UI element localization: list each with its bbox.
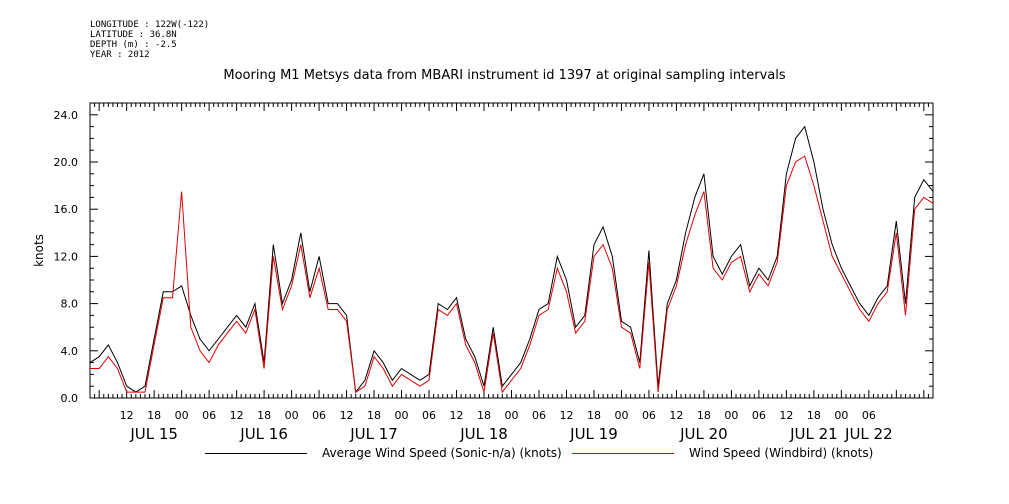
plot-frame bbox=[89, 102, 934, 399]
x-hour-label: 12 bbox=[340, 409, 354, 422]
x-hour-label: 00 bbox=[285, 409, 299, 422]
x-hour-label: 12 bbox=[120, 409, 134, 422]
x-day-label: JUL 20 bbox=[679, 425, 728, 443]
x-day-label: JUL 15 bbox=[129, 425, 178, 443]
x-hour-label: 12 bbox=[230, 409, 244, 422]
x-day-label: JUL 16 bbox=[239, 425, 288, 443]
x-day-label: JUL 22 bbox=[844, 425, 893, 443]
x-hour-label: 18 bbox=[477, 409, 491, 422]
x-hour-label: 00 bbox=[505, 409, 519, 422]
meta-depth: DEPTH (m) : -2.5 bbox=[90, 40, 177, 50]
metadata-block: LONGITUDE : 122W(-122) LATITUDE : 36.8N … bbox=[90, 20, 209, 60]
legend-windbird-label: Wind Speed (Windbird) (knots) bbox=[689, 446, 874, 460]
x-hour-label: 12 bbox=[559, 409, 573, 422]
x-hour-label: 06 bbox=[642, 409, 656, 422]
x-hour-label: 18 bbox=[257, 409, 271, 422]
chart-title: Mooring M1 Metsys data from MBARI instru… bbox=[223, 68, 786, 83]
legend-windbird-line bbox=[572, 453, 674, 454]
x-day-label: JUL 21 bbox=[789, 425, 838, 443]
y-tick-label: 12.0 bbox=[54, 250, 79, 263]
legend-average-line bbox=[205, 453, 307, 454]
meta-latitude: LATITUDE : 36.8N bbox=[90, 30, 177, 40]
x-hour-label: 18 bbox=[367, 409, 381, 422]
x-day-label: JUL 18 bbox=[459, 425, 508, 443]
x-hour-label: 18 bbox=[697, 409, 711, 422]
y-tick-label: 8.0 bbox=[61, 298, 79, 311]
x-hour-label: 00 bbox=[834, 409, 848, 422]
x-hour-label: 12 bbox=[669, 409, 683, 422]
meta-longitude: LONGITUDE : 122W(-122) bbox=[90, 20, 210, 30]
x-hour-label: 12 bbox=[450, 409, 464, 422]
y-axis-label: knots bbox=[32, 234, 46, 267]
legend-average-label: Average Wind Speed (Sonic-n/a) (knots) bbox=[322, 446, 562, 460]
x-hour-label: 06 bbox=[752, 409, 766, 422]
x-hour-label: 06 bbox=[312, 409, 326, 422]
x-hour-label: 06 bbox=[862, 409, 876, 422]
x-hour-label: 00 bbox=[614, 409, 628, 422]
series-windbird-line bbox=[90, 155, 934, 394]
x-day-label: JUL 19 bbox=[569, 425, 618, 443]
y-tick-label: 16.0 bbox=[54, 203, 79, 216]
meta-year: YEAR : 2012 bbox=[90, 50, 150, 60]
x-hour-label: 06 bbox=[532, 409, 546, 422]
x-hour-label: 18 bbox=[587, 409, 601, 422]
x-hour-label: 00 bbox=[724, 409, 738, 422]
series-average-line bbox=[89, 125, 934, 394]
x-hour-label: 12 bbox=[779, 409, 793, 422]
x-hour-label: 06 bbox=[202, 409, 216, 422]
x-hour-label: 00 bbox=[395, 409, 409, 422]
x-hour-label: 06 bbox=[422, 409, 436, 422]
y-tick-label: 0.0 bbox=[61, 392, 79, 405]
y-tick-label: 20.0 bbox=[54, 156, 79, 169]
x-hour-label: 18 bbox=[807, 409, 821, 422]
y-tick-label: 4.0 bbox=[61, 345, 79, 358]
x-hour-label: 18 bbox=[147, 409, 161, 422]
x-day-label: JUL 17 bbox=[349, 425, 398, 443]
y-tick-label: 24.0 bbox=[54, 109, 79, 122]
x-hour-label: 00 bbox=[175, 409, 189, 422]
